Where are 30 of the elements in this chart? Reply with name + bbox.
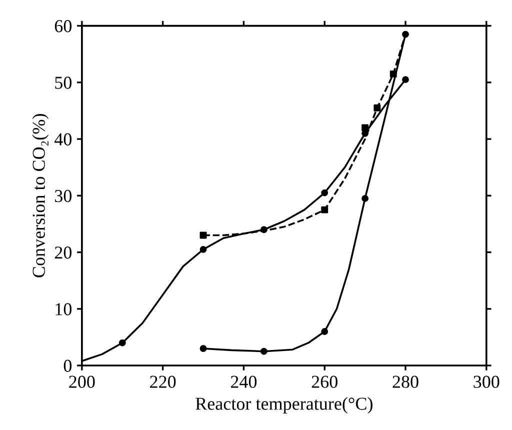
point <box>362 124 369 132</box>
point <box>200 246 207 253</box>
point <box>390 70 397 78</box>
point <box>200 232 207 239</box>
point <box>321 328 328 336</box>
x-tick-label: 220 <box>150 376 176 388</box>
x-tick-label: 240 <box>230 376 257 388</box>
point <box>321 206 328 214</box>
y-tick-label: 30 <box>55 190 72 202</box>
x-tick-label: 260 <box>312 376 338 388</box>
y-tick-label: 40 <box>54 133 72 146</box>
y-axis-title: Conversion to CO₂(%) <box>32 114 49 278</box>
point <box>200 345 207 352</box>
point <box>321 189 328 196</box>
point <box>260 348 268 355</box>
point <box>260 226 268 234</box>
y-tick-label: 0 <box>64 360 72 372</box>
point <box>362 195 369 202</box>
x-tick-label: 200 <box>69 376 95 388</box>
y-tick-label: 10 <box>56 303 72 316</box>
x-axis-title: Reactor temperature(°C) <box>196 397 372 414</box>
y-tick-label: 50 <box>55 76 72 89</box>
point <box>402 76 409 84</box>
point <box>118 339 126 346</box>
y-tick-label: 60 <box>54 20 72 32</box>
x-tick-label: 280 <box>392 376 418 388</box>
point <box>402 30 409 38</box>
x-tick-label: 300 <box>474 376 500 388</box>
point <box>374 104 381 112</box>
y-tick-label: 20 <box>54 246 72 259</box>
